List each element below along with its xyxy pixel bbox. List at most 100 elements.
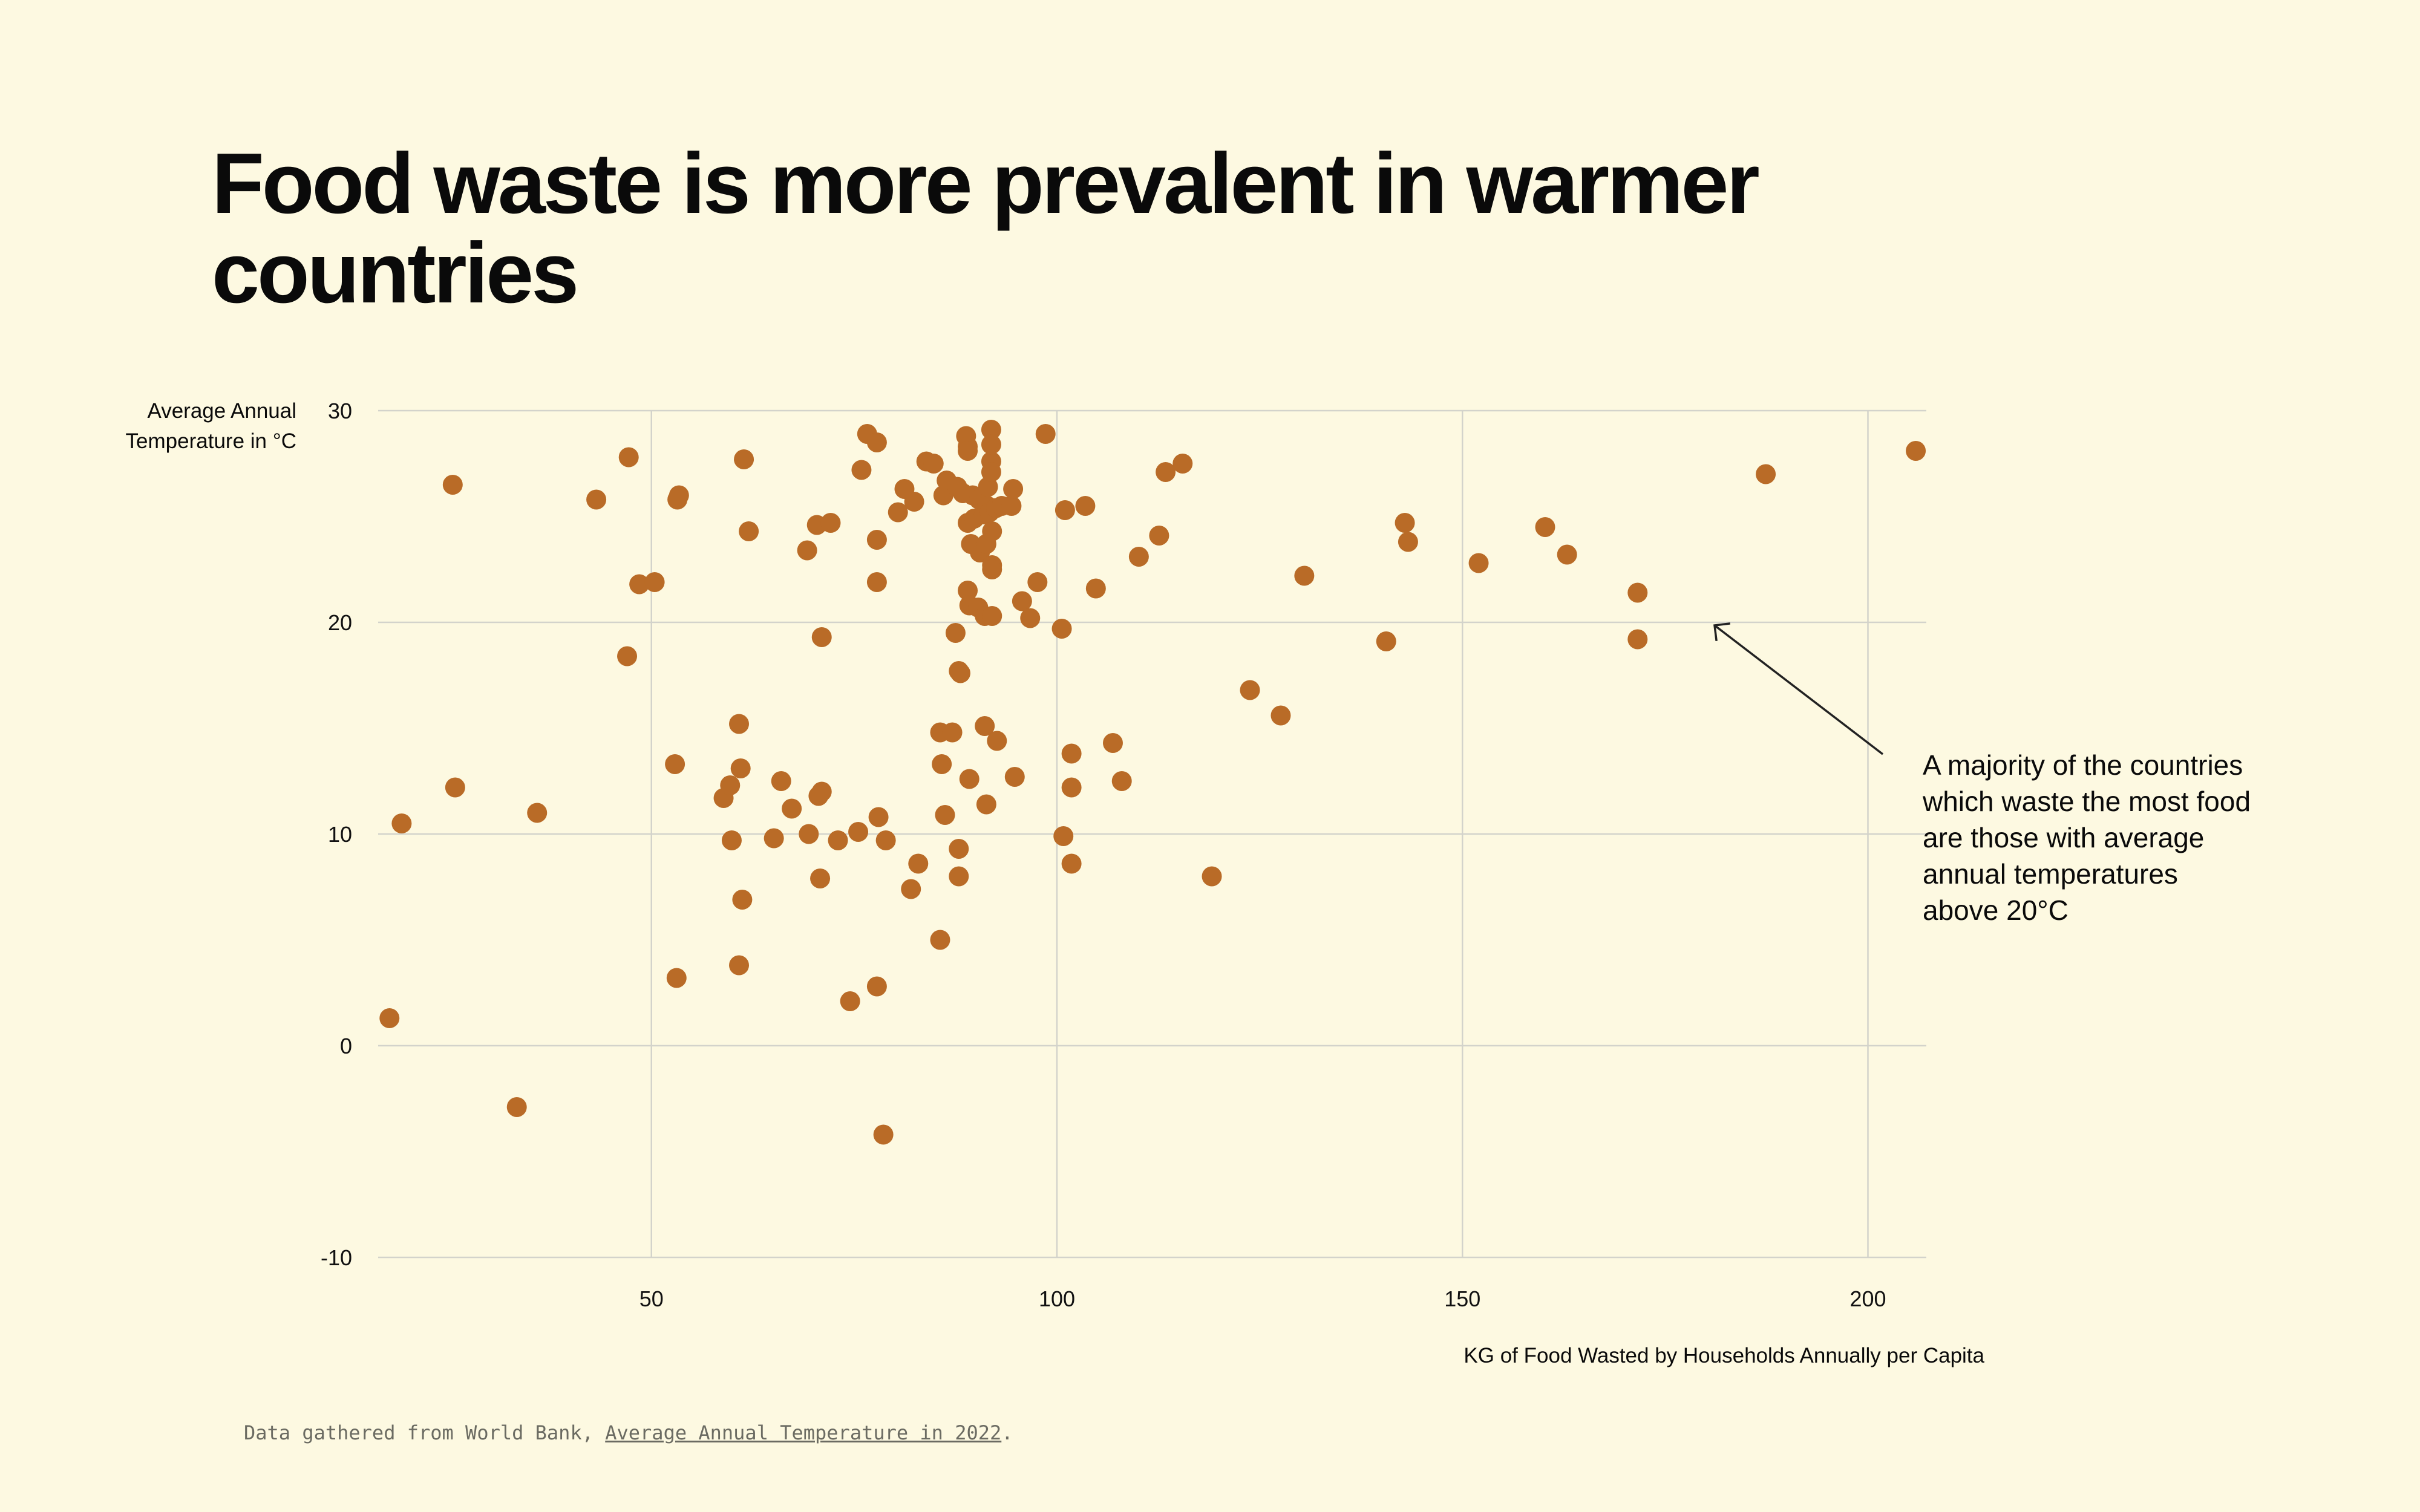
data-point (982, 606, 1002, 626)
data-point (1061, 743, 1082, 764)
data-point (445, 777, 465, 798)
data-point (981, 420, 1001, 440)
data-point (950, 663, 970, 683)
data-point (1395, 513, 1415, 533)
data-point (1398, 532, 1418, 552)
data-point (1012, 591, 1032, 611)
data-point (949, 839, 969, 859)
data-point (782, 798, 802, 819)
data-point (958, 581, 978, 601)
data-point (644, 572, 665, 592)
data-point (810, 868, 831, 888)
data-point (848, 822, 869, 842)
y-tick-label: 10 (328, 822, 352, 847)
data-point (976, 794, 996, 815)
data-point (1535, 517, 1555, 537)
data-point (908, 853, 929, 874)
data-point (1061, 777, 1082, 798)
data-point (797, 540, 817, 561)
data-point (1053, 826, 1074, 846)
data-point (981, 434, 1001, 455)
data-point (851, 460, 872, 480)
data-point (1102, 733, 1123, 753)
grid-lines (378, 409, 1926, 1259)
data-point (730, 758, 751, 778)
data-point (379, 1008, 400, 1028)
y-tick-label: 30 (328, 399, 352, 423)
data-point (1627, 582, 1648, 603)
data-point (982, 521, 1002, 541)
footer-prefix: Data gathered from World Bank, (244, 1421, 606, 1444)
data-point (1128, 547, 1149, 567)
data-point (866, 432, 887, 452)
source-footer: Data gathered from World Bank, Average A… (244, 1421, 1013, 1444)
data-point (1055, 500, 1075, 520)
data-point (1035, 424, 1056, 444)
data-points (379, 420, 1926, 1145)
data-point (1004, 767, 1025, 787)
data-point (1003, 479, 1024, 499)
data-point (875, 830, 896, 850)
x-axis-label: KG of Food Wasted by Households Annually… (1463, 1344, 1984, 1367)
data-point (732, 890, 753, 910)
data-point (729, 714, 750, 734)
data-point (904, 492, 924, 512)
y-tick-label: 20 (328, 610, 352, 635)
data-point (1051, 619, 1072, 639)
x-tick-label: 100 (1039, 1286, 1075, 1311)
data-point (618, 447, 639, 468)
data-point (739, 521, 759, 541)
data-point (1240, 680, 1260, 700)
data-point (820, 513, 841, 533)
data-point (828, 830, 848, 850)
data-point (811, 627, 832, 647)
x-tick-label: 50 (639, 1286, 664, 1311)
data-point (1156, 462, 1176, 482)
data-point (1756, 464, 1776, 484)
data-point (1075, 496, 1096, 516)
data-point (1294, 565, 1315, 586)
data-point (771, 771, 791, 791)
data-point (1085, 578, 1106, 599)
data-point (1906, 441, 1926, 461)
data-point (1111, 771, 1132, 791)
data-point (1172, 454, 1193, 474)
data-point (1627, 629, 1648, 650)
data-point (1376, 631, 1396, 651)
data-point (866, 572, 887, 592)
data-point (1557, 544, 1577, 565)
data-point (866, 530, 887, 550)
data-point (617, 646, 638, 666)
data-point (799, 824, 819, 844)
annotation-arrow (1713, 622, 1884, 755)
x-tick-label: 200 (1849, 1286, 1886, 1311)
y-tick-label: 0 (340, 1034, 352, 1058)
data-point (982, 559, 1002, 579)
y-axis-label: Average Annual Temperature in °C (125, 399, 296, 453)
data-point (442, 475, 463, 495)
x-tick-label: 150 (1444, 1286, 1480, 1311)
data-point (665, 754, 685, 774)
data-point (764, 828, 784, 849)
data-point (958, 441, 978, 461)
data-point (930, 930, 950, 950)
data-point (629, 574, 650, 595)
source-link[interactable]: Average Annual Temperature in 2022 (605, 1421, 1002, 1444)
data-point (978, 477, 998, 497)
data-point (888, 502, 908, 523)
data-point (666, 968, 687, 988)
data-point (901, 879, 921, 899)
footer-suffix: . (1001, 1421, 1013, 1444)
data-point (868, 807, 889, 827)
annotation-text: A majority of the countries which waste … (1923, 749, 2251, 926)
data-point (1061, 853, 1082, 874)
data-point (945, 623, 966, 643)
data-point (1468, 553, 1489, 573)
data-point (923, 454, 944, 474)
chart-title: Food waste is more prevalent in warmer c… (212, 135, 1760, 321)
data-point (1020, 608, 1041, 628)
data-point (729, 955, 750, 976)
data-point (932, 754, 952, 774)
y-tick-label: -10 (321, 1245, 352, 1270)
